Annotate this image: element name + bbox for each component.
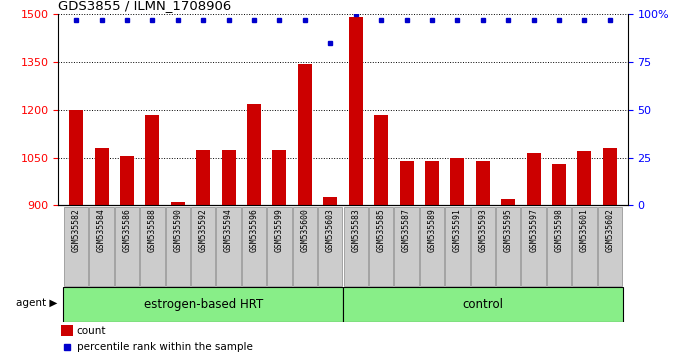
- Text: control: control: [462, 298, 504, 311]
- Text: GSM535591: GSM535591: [453, 209, 462, 252]
- FancyBboxPatch shape: [420, 207, 444, 286]
- Bar: [196, 149, 210, 205]
- Bar: [272, 149, 287, 205]
- FancyBboxPatch shape: [63, 287, 343, 322]
- FancyBboxPatch shape: [369, 207, 393, 286]
- FancyBboxPatch shape: [140, 207, 165, 286]
- Text: GSM535599: GSM535599: [275, 209, 284, 252]
- FancyBboxPatch shape: [598, 207, 622, 286]
- FancyBboxPatch shape: [521, 207, 546, 286]
- Bar: [374, 114, 388, 205]
- Bar: [61, 325, 73, 336]
- Text: GSM535596: GSM535596: [250, 209, 259, 252]
- Bar: [247, 104, 261, 205]
- FancyBboxPatch shape: [89, 207, 114, 286]
- Text: GSM535598: GSM535598: [554, 209, 564, 252]
- Text: GSM535582: GSM535582: [71, 209, 80, 252]
- FancyBboxPatch shape: [268, 207, 292, 286]
- Text: GSM535589: GSM535589: [427, 209, 436, 252]
- Text: GSM535602: GSM535602: [606, 209, 615, 252]
- Text: count: count: [77, 326, 106, 336]
- Bar: [222, 149, 235, 205]
- Text: GSM535593: GSM535593: [478, 209, 487, 252]
- FancyBboxPatch shape: [242, 207, 266, 286]
- Bar: [348, 17, 363, 205]
- FancyBboxPatch shape: [165, 207, 190, 286]
- FancyBboxPatch shape: [445, 207, 470, 286]
- Bar: [95, 148, 108, 205]
- Text: GSM535587: GSM535587: [402, 209, 411, 252]
- Text: GSM535590: GSM535590: [174, 209, 182, 252]
- Bar: [171, 202, 185, 205]
- FancyBboxPatch shape: [394, 207, 418, 286]
- Text: GSM535597: GSM535597: [529, 209, 538, 252]
- Text: GSM535592: GSM535592: [199, 209, 208, 252]
- Bar: [69, 110, 83, 205]
- Text: GSM535594: GSM535594: [224, 209, 233, 252]
- FancyBboxPatch shape: [471, 207, 495, 286]
- FancyBboxPatch shape: [343, 287, 623, 322]
- Text: estrogen-based HRT: estrogen-based HRT: [143, 298, 263, 311]
- FancyBboxPatch shape: [64, 207, 88, 286]
- FancyBboxPatch shape: [115, 207, 139, 286]
- Bar: [603, 148, 617, 205]
- FancyBboxPatch shape: [547, 207, 571, 286]
- Text: GSM535601: GSM535601: [580, 209, 589, 252]
- Text: agent ▶: agent ▶: [16, 298, 57, 308]
- Bar: [501, 199, 515, 205]
- Bar: [298, 63, 312, 205]
- Text: GDS3855 / ILMN_1708906: GDS3855 / ILMN_1708906: [58, 0, 232, 12]
- Bar: [120, 156, 134, 205]
- Text: GSM535583: GSM535583: [351, 209, 360, 252]
- FancyBboxPatch shape: [572, 207, 597, 286]
- Text: GSM535595: GSM535595: [504, 209, 512, 252]
- FancyBboxPatch shape: [216, 207, 241, 286]
- Bar: [451, 158, 464, 205]
- FancyBboxPatch shape: [496, 207, 521, 286]
- Text: GSM535584: GSM535584: [97, 209, 106, 252]
- Text: GSM535588: GSM535588: [148, 209, 157, 252]
- Bar: [145, 114, 159, 205]
- Bar: [399, 161, 414, 205]
- Text: GSM535585: GSM535585: [377, 209, 386, 252]
- FancyBboxPatch shape: [293, 207, 317, 286]
- FancyBboxPatch shape: [344, 207, 368, 286]
- FancyBboxPatch shape: [318, 207, 342, 286]
- Text: percentile rank within the sample: percentile rank within the sample: [77, 342, 252, 352]
- Bar: [425, 161, 439, 205]
- Bar: [476, 161, 490, 205]
- Text: GSM535600: GSM535600: [300, 209, 309, 252]
- FancyBboxPatch shape: [191, 207, 215, 286]
- Bar: [323, 197, 338, 205]
- Bar: [578, 151, 591, 205]
- Bar: [527, 153, 541, 205]
- Bar: [552, 164, 566, 205]
- Text: GSM535603: GSM535603: [326, 209, 335, 252]
- Text: GSM535586: GSM535586: [122, 209, 132, 252]
